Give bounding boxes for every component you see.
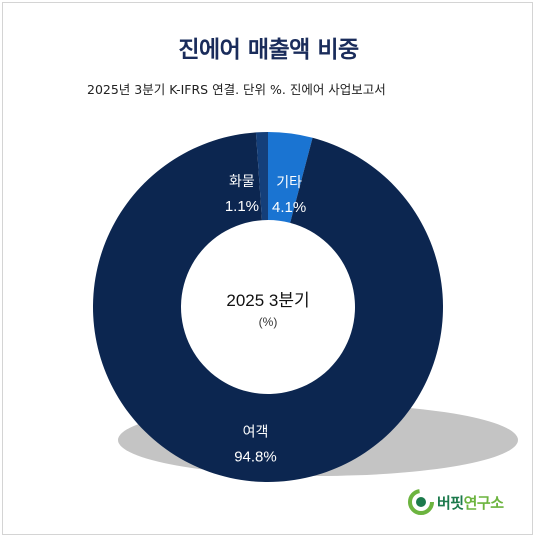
slice-label-2: 화물 (229, 173, 255, 189)
slice-2 (255, 132, 268, 221)
slice-value-0: 4.1% (272, 199, 306, 216)
slice-0 (268, 132, 313, 223)
slice-label-0: 기타 (276, 174, 302, 190)
logo-text: 버핏연구소 (437, 492, 504, 513)
slice-1 (93, 132, 444, 482)
center-unit: (%) (259, 315, 278, 329)
slice-value-1: 94.8% (234, 448, 277, 465)
donut-slices (93, 132, 444, 482)
logo-text-part2: 연구소 (463, 493, 504, 512)
chart-subtitle: 2025년 3분기 K-IFRS 연결. 단위 %. 진에어 사업보고서 (87, 82, 386, 97)
chart-title: 진에어 매출액 비중 (178, 37, 359, 63)
center-label: 2025 3분기 (226, 291, 309, 310)
logo-icon (408, 489, 434, 515)
slice-label-1: 여객 (243, 423, 269, 439)
slice-labels: 기타 4.1% 여객 94.8% 화물 1.1% (225, 173, 306, 465)
logo-text-part1: 버핏 (437, 493, 464, 512)
brand-logo: 버핏연구소 (408, 488, 504, 516)
slice-value-2: 1.1% (225, 198, 259, 215)
